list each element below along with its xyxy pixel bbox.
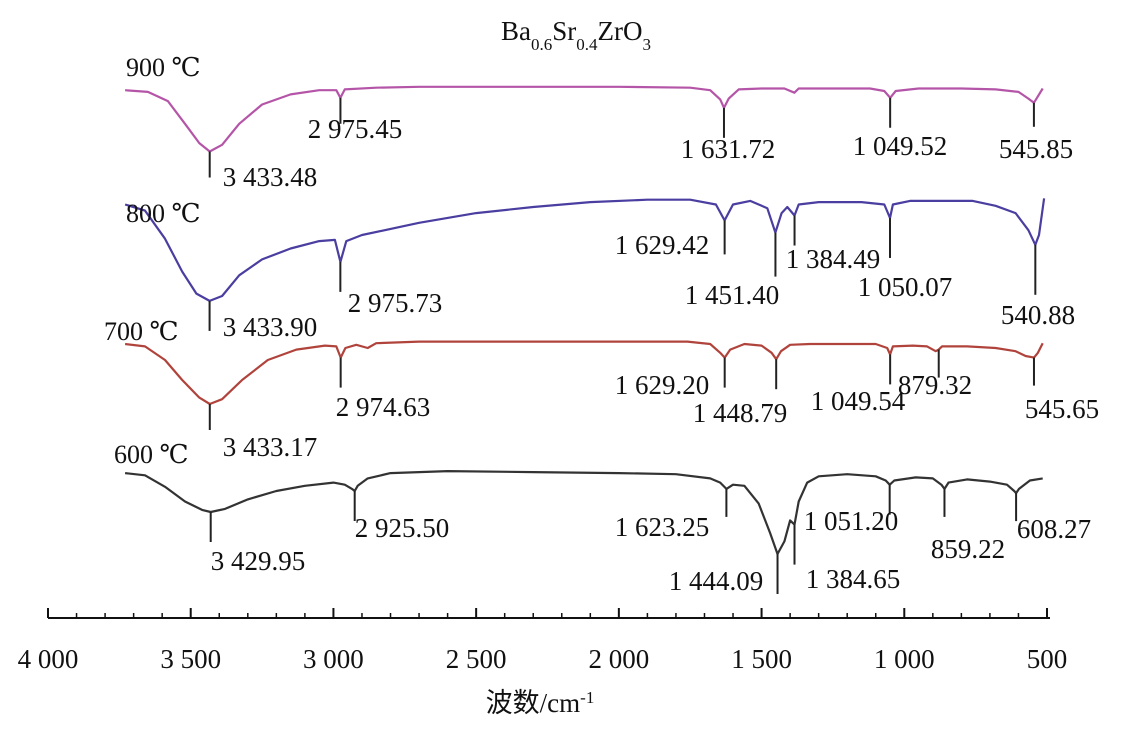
series-3: 600 ℃ 3 429.95 2 925.50 1 623.25 1 444.09 1 3… <box>114 440 1091 596</box>
peak-label: 2 975.73 <box>348 288 443 318</box>
peak-label: 1 444.09 <box>669 566 764 596</box>
series-label: 700 ℃ <box>104 317 179 346</box>
x-tick-label: 1 500 <box>731 644 792 674</box>
peak-label: 1 384.65 <box>806 564 901 594</box>
peak-label: 540.88 <box>1001 300 1075 330</box>
x-tick-label: 1 000 <box>874 644 935 674</box>
peak-label: 1 051.20 <box>804 506 899 536</box>
x-tick-label: 2 500 <box>446 644 507 674</box>
x-tick-label: 3 500 <box>160 644 221 674</box>
series-label: 800 ℃ <box>126 199 201 228</box>
series-line <box>124 470 1043 556</box>
peak-label: 1 049.52 <box>853 131 948 161</box>
series-line <box>124 198 1046 302</box>
series-layer: 900 ℃ 3 433.48 2 975.45 1 631.72 1 049.52 545… <box>104 53 1099 596</box>
series-line <box>125 85 1044 153</box>
peak-label: 2 975.45 <box>308 114 403 144</box>
peak-label: 3 429.95 <box>211 546 306 576</box>
x-tick-label: 500 <box>1027 644 1068 674</box>
x-axis-title: 波数/cm-1 <box>486 688 595 719</box>
x-tick-label: 4 000 <box>18 644 79 674</box>
peak-label: 1 631.72 <box>681 134 776 164</box>
peak-label: 1 049.54 <box>811 386 906 416</box>
chart-title: Ba0.6Sr0.4ZrO3 <box>501 16 651 54</box>
series-0: 900 ℃ 3 433.48 2 975.45 1 631.72 1 049.52 545… <box>125 53 1073 192</box>
series-label: 900 ℃ <box>126 53 201 82</box>
peak-label: 3 433.90 <box>223 312 318 342</box>
x-axis: 4 000 3 500 3 000 2 500 2 000 1 500 1 000 500 <box>18 608 1068 674</box>
peak-label: 3 433.48 <box>223 162 318 192</box>
peak-label: 608.27 <box>1017 514 1091 544</box>
peak-label: 2 974.63 <box>336 392 431 422</box>
peak-label: 859.22 <box>931 534 1005 564</box>
peak-label: 879.32 <box>898 370 972 400</box>
peak-label: 1 384.49 <box>786 244 881 274</box>
peak-label: 2 925.50 <box>355 513 450 543</box>
peak-label: 1 623.25 <box>615 512 710 542</box>
x-tick-label: 3 000 <box>303 644 364 674</box>
x-tick-label: 2 000 <box>588 644 649 674</box>
peak-label: 1 629.42 <box>615 230 710 260</box>
peak-label: 1 629.20 <box>615 370 710 400</box>
peak-label: 545.85 <box>999 134 1073 164</box>
peak-label: 1 448.79 <box>693 398 788 428</box>
series-label: 600 ℃ <box>114 440 189 469</box>
series-2: 700 ℃ 3 433.17 2 974.63 1 629.201 448.79 1 0… <box>104 317 1099 462</box>
peak-label: 545.65 <box>1025 394 1099 424</box>
series-1: 800 ℃ 3 433.90 2 975.73 1 629.42 1 451.401 3… <box>124 198 1075 342</box>
peak-label: 3 433.17 <box>223 432 318 462</box>
peak-label: 1 050.07 <box>858 272 953 302</box>
peak-label: 1 451.40 <box>685 280 780 310</box>
